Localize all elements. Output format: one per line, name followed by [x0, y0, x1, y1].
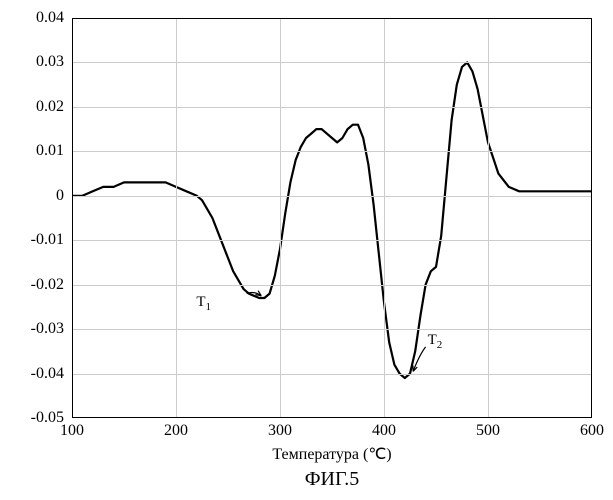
y-tick-label: 0.03 [0, 53, 64, 71]
gridline-h [73, 374, 591, 375]
x-tick-label: 300 [268, 422, 292, 440]
figure: Температура (℃) ФИГ.5 -0.05 -0.04 -0.03 -0.… [0, 0, 613, 500]
gridline-h [73, 151, 591, 152]
gridline-h [73, 329, 591, 330]
gridline-h [73, 107, 591, 108]
annotation-label: T1 [196, 294, 211, 313]
annotation-arrows [0, 0, 613, 500]
y-tick-label: -0.05 [0, 409, 64, 427]
gridline-v [280, 19, 281, 417]
y-tick-label: -0.03 [0, 320, 64, 338]
y-tick-label: -0.04 [0, 365, 64, 383]
gridline-h [73, 240, 591, 241]
y-tick-label: 0 [0, 187, 64, 205]
y-tick-label: 0.02 [0, 98, 64, 116]
x-tick-label: 500 [476, 422, 500, 440]
x-tick-label: 400 [372, 422, 396, 440]
y-tick-label: -0.02 [0, 276, 64, 294]
gridline-v [384, 19, 385, 417]
gridline-h [73, 62, 591, 63]
gridline-h [73, 285, 591, 286]
gridline-h [73, 196, 591, 197]
y-tick-label: -0.01 [0, 231, 64, 249]
x-axis-label: Температура (℃) [72, 444, 592, 464]
gridline-v [176, 19, 177, 417]
x-tick-label: 100 [60, 422, 84, 440]
annotation-label: T2 [428, 332, 443, 351]
figure-caption: ФИГ.5 [72, 468, 592, 491]
y-tick-label: 0.04 [0, 9, 64, 27]
y-tick-label: 0.01 [0, 142, 64, 160]
x-tick-label: 600 [580, 422, 604, 440]
x-tick-label: 200 [164, 422, 188, 440]
gridline-v [488, 19, 489, 417]
